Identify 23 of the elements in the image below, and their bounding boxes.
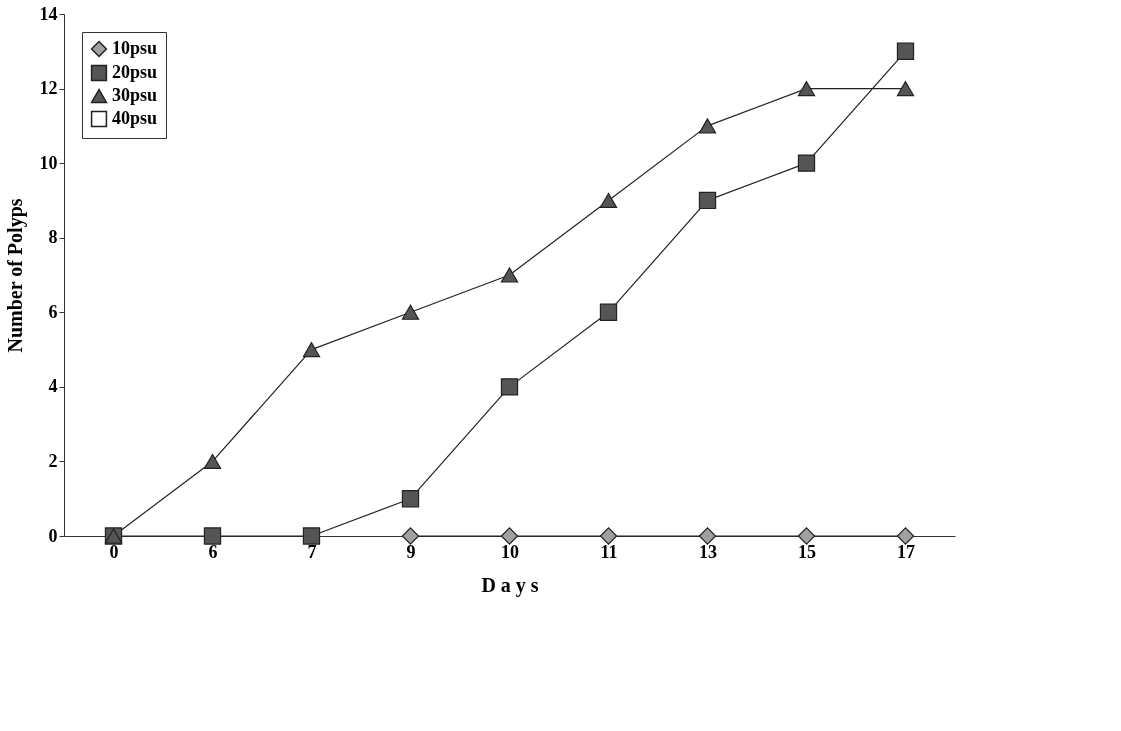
x-tick-label: 10 — [501, 541, 519, 562]
x-tick-label: 6 — [208, 541, 218, 562]
legend-label: 40psu — [112, 108, 158, 128]
legend-label: 10psu — [112, 38, 158, 58]
x-tick-label: 15 — [798, 541, 816, 562]
x-tick-label: 17 — [897, 541, 915, 562]
y-tick-label: 14 — [39, 3, 58, 24]
x-tick-label: 11 — [600, 541, 618, 562]
x-tick-label: 13 — [699, 541, 717, 562]
y-tick-label: 8 — [48, 227, 58, 248]
y-tick-label: 0 — [48, 525, 58, 546]
x-tick-label: 9 — [406, 541, 416, 562]
x-axis-title: D a y s — [481, 573, 539, 597]
x-tick-label: 7 — [307, 541, 317, 562]
y-tick-label: 6 — [48, 301, 58, 322]
y-axis-title: Number of Polyps — [3, 198, 27, 353]
x-tick-label: 0 — [109, 541, 119, 562]
legend-label: 30psu — [112, 85, 158, 105]
y-tick-label: 10 — [39, 152, 58, 173]
y-tick-label: 4 — [48, 376, 58, 397]
y-tick-label: 2 — [48, 450, 58, 471]
legend-label: 20psu — [112, 62, 158, 82]
y-tick-label: 12 — [39, 78, 58, 99]
